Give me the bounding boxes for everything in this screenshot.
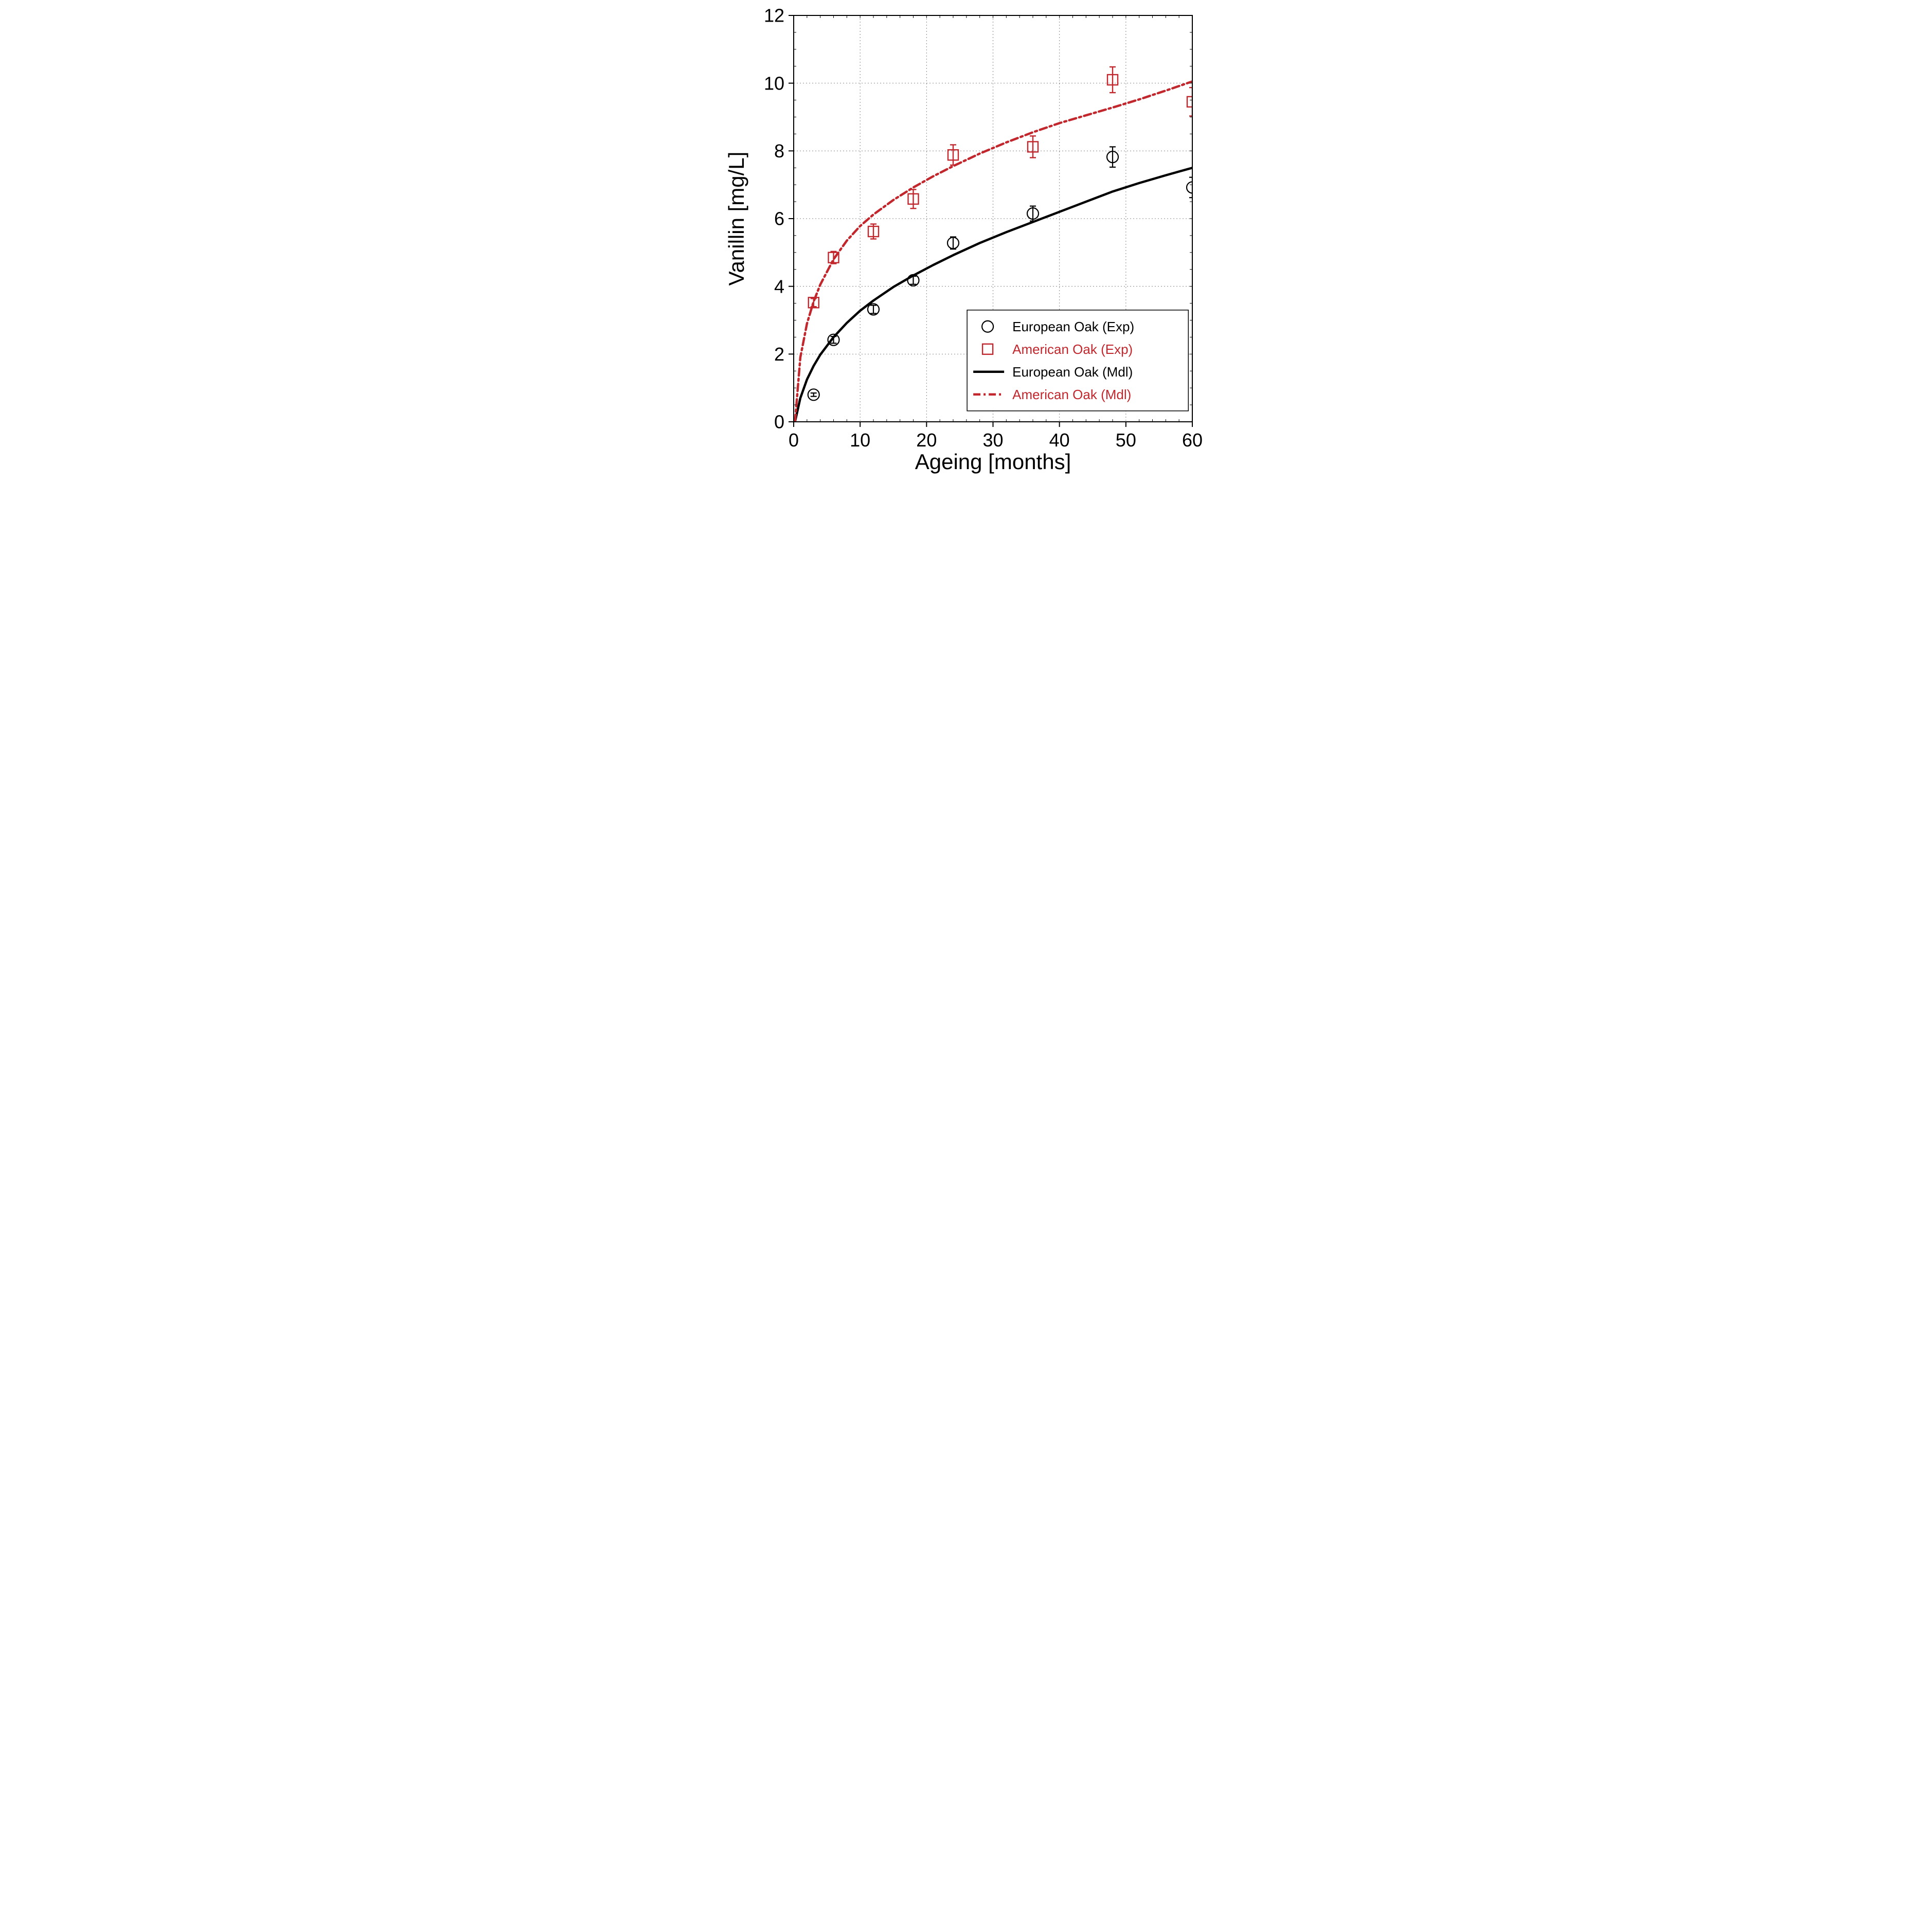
legend-label: American Oak (Exp) [1012, 342, 1133, 357]
x-tick-label: 40 [1049, 430, 1070, 451]
legend: European Oak (Exp) American Oak (Exp) Euro… [967, 310, 1188, 411]
x-tick-label: 60 [1182, 430, 1203, 451]
x-tick-label: 20 [916, 430, 937, 451]
y-tick-label: 8 [774, 140, 784, 162]
y-tick-label: 12 [764, 5, 784, 26]
legend-label: American Oak (Mdl) [1012, 387, 1131, 402]
legend-label: European Oak (Exp) [1012, 319, 1134, 334]
x-tick-label: 0 [789, 430, 799, 451]
x-tick-label: 30 [982, 430, 1003, 451]
y-tick-label: 10 [764, 73, 784, 94]
y-tick-label: 4 [774, 276, 784, 297]
x-axis-label: Ageing [months] [915, 450, 1071, 474]
y-tick-label: 6 [774, 208, 784, 229]
y-axis-label: Vanillin [mg/L] [724, 152, 748, 286]
vanillin-ageing-chart: 0 10 20 30 40 50 60 0 2 4 6 8 10 12 Ageing [months] Van… [724, 0, 1208, 484]
x-tick-label: 50 [1116, 430, 1136, 451]
legend-label: European Oak (Mdl) [1012, 364, 1133, 380]
y-tick-label: 0 [774, 412, 784, 433]
y-tick-label: 2 [774, 344, 784, 365]
chart-container: 0 10 20 30 40 50 60 0 2 4 6 8 10 12 Ageing [months] Van… [724, 0, 1208, 484]
x-tick-label: 10 [850, 430, 870, 451]
